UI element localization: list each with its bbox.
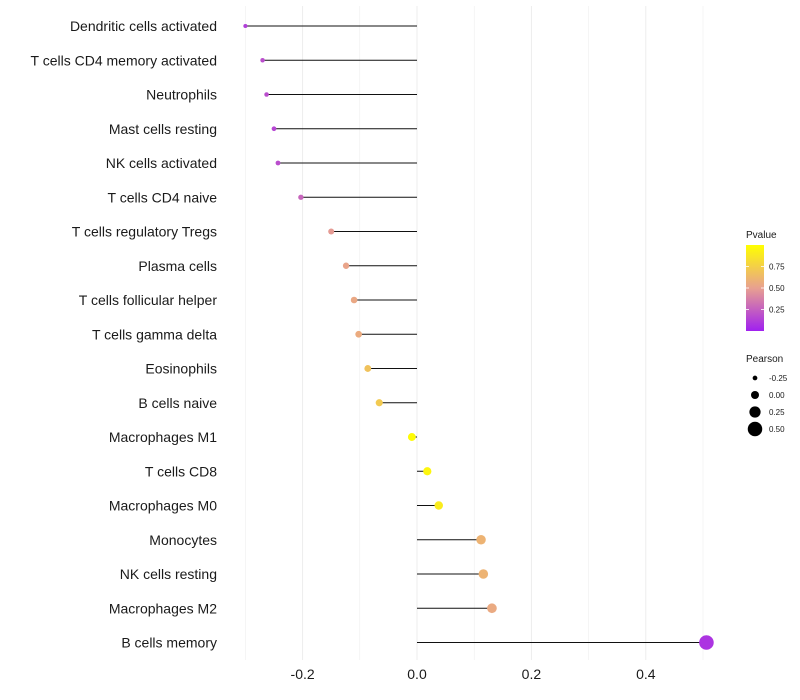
data-point xyxy=(407,433,416,441)
legend-size-keys: -0.25 0.00 0.25 0.50 xyxy=(747,374,788,437)
category-label: B cells naive xyxy=(138,395,217,411)
category-label: T cells gamma delta xyxy=(92,326,217,342)
size-key-label: -0.25 xyxy=(769,374,788,383)
category-label: T cells CD4 naive xyxy=(108,189,218,205)
category-label: Plasma cells xyxy=(138,258,217,274)
category-label: NK cells resting xyxy=(120,566,217,582)
legend: Pvalue 0.25 0.50 0.75 Pearson -0.25 0.00 0.2… xyxy=(746,230,788,437)
data-point xyxy=(328,228,335,235)
legend-color-title: Pvalue xyxy=(746,230,777,241)
size-key-label: 0.25 xyxy=(769,408,785,417)
size-key-dot xyxy=(751,391,759,399)
data-point xyxy=(487,603,497,614)
data-point xyxy=(298,194,304,200)
data-point xyxy=(699,635,714,650)
size-key-dot xyxy=(749,406,761,418)
data-point xyxy=(364,365,372,372)
x-tick-labels: -0.2 0.0 0.2 0.4 xyxy=(291,666,656,682)
category-label: Eosinophils xyxy=(145,361,217,377)
category-label: Neutrophils xyxy=(146,87,217,103)
data-point xyxy=(375,399,383,407)
size-key-label: 0.50 xyxy=(769,425,785,434)
category-label: NK cells activated xyxy=(106,155,217,171)
data-point xyxy=(355,330,362,338)
category-label: Dendritic cells activated xyxy=(70,18,217,34)
x-tick-label: 0.4 xyxy=(636,666,656,682)
category-label: T cells CD8 xyxy=(145,463,217,479)
data-point xyxy=(478,569,489,579)
category-label: T cells follicular helper xyxy=(79,292,218,308)
category-label: B cells memory xyxy=(121,635,217,651)
data-point xyxy=(271,126,277,132)
data-point xyxy=(275,160,281,166)
data-point xyxy=(342,262,350,269)
category-label: T cells CD4 memory activated xyxy=(31,52,217,68)
x-tick-label: -0.2 xyxy=(291,666,315,682)
category-label: Macrophages M0 xyxy=(109,498,217,514)
data-point xyxy=(260,58,265,63)
grid-lines xyxy=(245,6,704,660)
x-tick-label: 0.2 xyxy=(522,666,542,682)
category-label: Macrophages M2 xyxy=(109,600,217,616)
legend-colorbar-ticks: 0.25 0.50 0.75 xyxy=(746,263,785,315)
data-point xyxy=(243,23,248,29)
data-point xyxy=(350,296,358,304)
colorbar-tick-label: 0.75 xyxy=(769,263,785,272)
data-point xyxy=(434,501,443,510)
size-key-label: 0.00 xyxy=(769,391,785,400)
data-point xyxy=(423,467,432,476)
legend-colorbar xyxy=(746,245,764,331)
category-labels: Dendritic cells activated T cells CD4 mem… xyxy=(31,18,218,651)
category-label: Macrophages M1 xyxy=(109,429,217,445)
lollipop-stems xyxy=(245,25,707,643)
size-key-dot xyxy=(752,375,758,381)
category-label: T cells regulatory Tregs xyxy=(72,224,217,240)
data-point xyxy=(476,535,486,545)
legend-size-title: Pearson xyxy=(746,354,783,365)
lollipop-dots xyxy=(243,23,714,650)
size-key-dot xyxy=(747,421,763,437)
category-label: Monocytes xyxy=(149,532,217,548)
colorbar-tick-label: 0.25 xyxy=(769,306,785,315)
x-tick-label: 0.0 xyxy=(407,666,427,682)
category-label: Mast cells resting xyxy=(109,121,217,137)
data-point xyxy=(264,92,269,97)
colorbar-tick-label: 0.50 xyxy=(769,284,785,293)
